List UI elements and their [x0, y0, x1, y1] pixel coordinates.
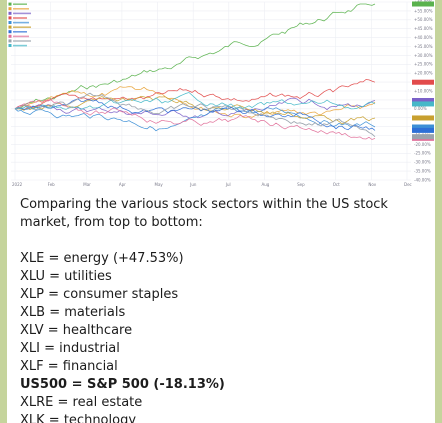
series-line [14, 105, 376, 132]
message-line-xle: XLE = energy (+47.53%) [20, 251, 184, 266]
y-tick-label: +40.00% [414, 35, 433, 40]
legend-entry [13, 44, 27, 47]
y-tick-label: +45.00% [414, 26, 433, 31]
series-line [14, 79, 376, 110]
value-badge [412, 127, 434, 133]
value-badge [412, 98, 434, 104]
message-line-xlp: XLP = consumer staples [20, 287, 179, 302]
message-line-xli: XLI = industrial [20, 341, 120, 356]
x-tick-label: Jun [189, 182, 197, 187]
x-tick-label: Oct [333, 182, 340, 187]
x-tick-label: May [155, 182, 164, 187]
y-tick-label: +25.00% [414, 62, 433, 67]
value-badge [412, 124, 434, 130]
legend-swatch [8, 25, 12, 29]
message-line-us500: US500 = S&P 500 (-18.13%) [20, 377, 225, 392]
x-tick-label: Aug [261, 182, 269, 187]
y-tick-label: -40.00% [414, 177, 431, 182]
legend-swatch [8, 34, 12, 38]
y-tick-label: +10.00% [414, 88, 433, 93]
y-tick-label: -20.00% [414, 142, 431, 147]
legend-swatch [8, 39, 12, 43]
message-intro: Comparing the various stock sectors with… [20, 197, 388, 230]
x-tick-label: Jul [225, 182, 231, 187]
message-text: Comparing the various stock sectors with… [20, 196, 425, 423]
legend-swatch [8, 2, 12, 6]
y-tick-label: -25.00% [414, 151, 431, 156]
legend-entry [13, 3, 27, 5]
series-line [15, 95, 376, 125]
legend-entry [13, 21, 29, 24]
message-line-xlre: XLRE = real estate [20, 395, 143, 410]
chart-image[interactable]: +60.00%+55.00%+50.00%+45.00%+40.00%+35.0… [7, 0, 435, 188]
x-tick-label: 2022 [12, 182, 23, 187]
x-tick-label: Mar [83, 182, 91, 187]
legend-swatch [8, 30, 12, 34]
y-tick-label: +20.00% [414, 71, 433, 76]
legend-entry [13, 17, 27, 19]
legend-entry [13, 12, 31, 15]
value-badge [412, 1, 434, 7]
series-line [14, 92, 376, 110]
y-tick-label: -35.00% [414, 169, 431, 174]
message-line-xlu: XLU = utilities [20, 269, 112, 284]
value-badge [412, 79, 434, 85]
legend-swatch [8, 44, 12, 47]
message-line-xlf: XLF = financial [20, 359, 118, 374]
series-line [14, 86, 376, 119]
series-line [14, 3, 376, 110]
message-line-xlk: XLK = technology [20, 413, 137, 423]
legend-swatch [8, 11, 12, 15]
legend-entry [13, 31, 27, 33]
y-tick-label: -30.00% [414, 160, 431, 165]
legend-swatch [8, 16, 12, 20]
series-line [14, 98, 376, 131]
legend-entry [13, 8, 29, 10]
y-tick-label: +55.00% [414, 8, 433, 13]
x-tick-label: Apr [119, 182, 126, 187]
value-badge [412, 134, 434, 140]
legend-entry [13, 35, 29, 38]
x-tick-label: Sep [297, 182, 305, 187]
message-line-xlb: XLB = materials [20, 305, 126, 320]
value-badge [412, 101, 434, 107]
message-line-xlv: XLV = healthcare [20, 323, 133, 338]
x-tick-label: Nov [368, 182, 376, 187]
x-tick-label: Feb [48, 182, 56, 187]
legend-entry [13, 26, 31, 28]
x-tick-label: Dec [404, 182, 412, 187]
legend-swatch [8, 7, 12, 11]
sector-comparison-chart: +60.00%+55.00%+50.00%+45.00%+40.00%+35.0… [8, 0, 434, 187]
value-badge [412, 115, 434, 121]
y-tick-label: +50.00% [414, 17, 433, 22]
y-tick-label: 0.00% [414, 106, 427, 111]
y-tick-label: +35.00% [414, 44, 433, 49]
series-line [14, 97, 376, 119]
legend-entry [13, 40, 31, 42]
series-line [14, 92, 376, 138]
message-bubble: +60.00%+55.00%+50.00%+45.00%+40.00%+35.0… [7, 0, 435, 423]
legend-swatch [8, 21, 12, 24]
y-tick-label: +30.00% [414, 53, 433, 58]
